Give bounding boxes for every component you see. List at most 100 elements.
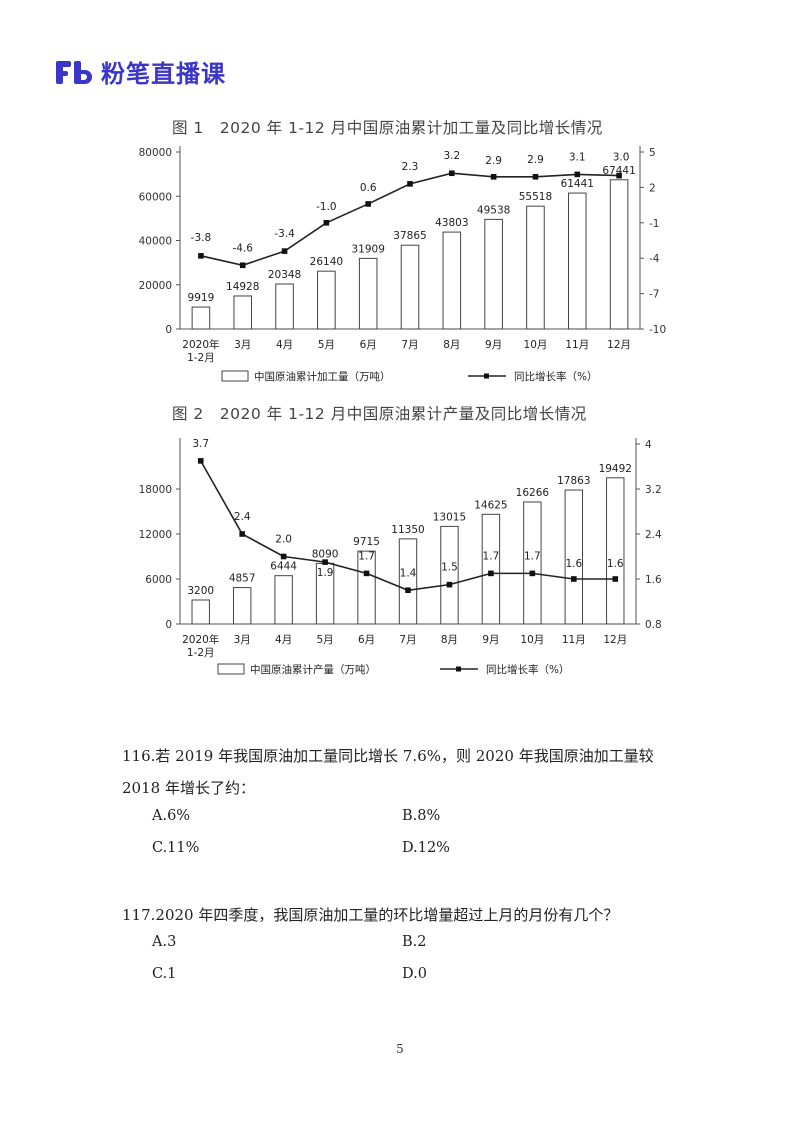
legend-line-label: 同比增长率（%）	[514, 370, 597, 383]
bar	[609, 179, 629, 330]
bar	[358, 257, 378, 330]
bar	[564, 489, 584, 625]
x-tick-label: 5月	[316, 634, 333, 646]
bar	[481, 513, 501, 625]
bar	[523, 501, 542, 625]
y-right-tick-label: 4	[645, 439, 652, 451]
y-right-tick-label: 2.4	[645, 529, 662, 541]
growth-rate-label: 2.3	[402, 161, 419, 173]
bar	[274, 575, 293, 625]
growth-rate-point	[280, 553, 287, 560]
growth-rate-point	[365, 201, 371, 207]
y-right-tick-label: -10	[649, 324, 666, 336]
bar	[442, 231, 462, 330]
growth-rate-label: 1.6	[607, 558, 624, 570]
growth-rate-point	[198, 253, 204, 259]
bar	[526, 205, 545, 330]
x-tick-label: 11月	[562, 634, 586, 646]
legend-bar-label: 中国原油累计产量（万吨）	[250, 663, 376, 676]
y-left-tick-label: 40000	[139, 236, 172, 248]
x-tick-label: 5月	[318, 339, 335, 351]
bar-value-label: 55518	[519, 191, 552, 203]
bar	[400, 244, 420, 330]
question-116-option-c[interactable]: C.11%	[152, 840, 200, 856]
growth-rate-label: 2.9	[485, 155, 502, 167]
growth-rate-point	[529, 570, 536, 577]
chart-2: 0 6000 12000 18000 0.8 1.6 2.4 3.2 4 3200 2020年1-2…	[139, 438, 662, 676]
growth-rate-point	[322, 559, 328, 565]
growth-rate-point	[449, 170, 455, 177]
y-left-tick-label: 6000	[145, 574, 172, 586]
bar-value-label: 14625	[474, 499, 507, 511]
page-number: 5	[396, 1042, 404, 1056]
question-116-option-b[interactable]: B.8%	[402, 808, 441, 824]
question-117-option-c[interactable]: C.1	[152, 966, 177, 982]
question-117-option-a[interactable]: A.3	[152, 934, 177, 950]
x-tick-label: 3月	[234, 339, 251, 351]
growth-rate-point	[197, 458, 204, 464]
y-left-tick-label: 12000	[139, 529, 172, 541]
growth-rate-point	[571, 576, 577, 582]
brand-name: 粉笔直播课	[101, 60, 226, 88]
growth-rate-point	[239, 262, 246, 269]
bar-value-label: 49538	[477, 204, 510, 216]
bar-value-label: 4857	[229, 573, 256, 585]
y-right-tick-label: -1	[649, 218, 659, 230]
question-116-option-a[interactable]: A.6%	[152, 808, 191, 824]
x-tick-label: 6月	[360, 339, 377, 351]
growth-rate-point	[490, 173, 497, 180]
bar-value-label: 9715	[353, 536, 380, 548]
growth-rate-label: 3.2	[443, 150, 460, 162]
growth-rate-label: 2.4	[234, 511, 251, 523]
chart-2-title: 图 2 2020 年 1-12 月中国原油累计产量及同比增长情况	[172, 405, 587, 423]
y-right-tick-label: 5	[649, 147, 656, 159]
y-right-tick-label: -7	[649, 289, 659, 301]
x-tick-label: 4月	[276, 339, 293, 351]
growth-rate-point	[446, 581, 453, 588]
bar-value-label: 19492	[599, 463, 632, 475]
growth-rate-label: -4.6	[232, 242, 253, 254]
chart-1-title: 图 1 2020 年 1-12 月中国原油累计加工量及同比增长情况	[172, 119, 603, 137]
legend-line-label: 同比增长率（%）	[486, 663, 569, 676]
growth-rate-label: 1.7	[524, 550, 541, 562]
growth-rate-point	[612, 576, 619, 582]
bar	[484, 218, 503, 330]
bar-value-label: 9919	[188, 292, 215, 304]
growth-rate-point	[405, 587, 411, 594]
bar	[398, 538, 418, 625]
bar	[357, 550, 376, 625]
bar-value-label: 8090	[312, 548, 339, 560]
x-tick-label: 11月	[565, 339, 589, 351]
bar-value-label: 6444	[270, 561, 297, 573]
x-tick-label: 1-2月	[187, 647, 215, 659]
x-tick-label: 10月	[520, 634, 544, 646]
question-117-option-d[interactable]: D.0	[402, 966, 427, 982]
x-tick-label: 6月	[358, 634, 375, 646]
legend-line-marker	[456, 666, 461, 672]
y-left-tick-label: 0	[165, 324, 172, 336]
bar-value-label: 61441	[561, 178, 594, 190]
question-116-option-d[interactable]: D.12%	[402, 840, 450, 856]
x-tick-label: 2020年	[182, 338, 219, 351]
x-tick-label: 7月	[399, 634, 416, 646]
y-left-tick-label: 18000	[139, 484, 172, 496]
x-tick-label: 8月	[443, 339, 460, 351]
bar	[606, 477, 625, 625]
y-right-tick-label: 3.2	[645, 484, 662, 496]
bar-value-label: 26140	[310, 256, 343, 268]
question-117-option-b[interactable]: B.2	[402, 934, 427, 950]
x-tick-label: 9月	[485, 339, 502, 351]
y-right-tick-label: 1.6	[645, 574, 662, 586]
y-left-tick-label: 60000	[139, 191, 172, 203]
legend-line-marker	[484, 373, 489, 379]
growth-rate-label: 1.7	[358, 550, 375, 562]
growth-rate-label: 2.9	[527, 154, 544, 166]
question-116-stem: 116.若 2019 年我国原油加工量同比增长 7.6%，则 2020 年我国原…	[122, 747, 654, 797]
bar	[440, 525, 459, 625]
growth-rate-label: 1.7	[483, 550, 500, 562]
y-right-tick-label: 0.8	[645, 619, 662, 631]
y-left-tick-label: 0	[165, 619, 172, 631]
y-right-tick-label: 2	[649, 182, 656, 194]
bar-value-label: 16266	[516, 487, 550, 499]
x-tick-label: 1-2月	[187, 352, 215, 364]
